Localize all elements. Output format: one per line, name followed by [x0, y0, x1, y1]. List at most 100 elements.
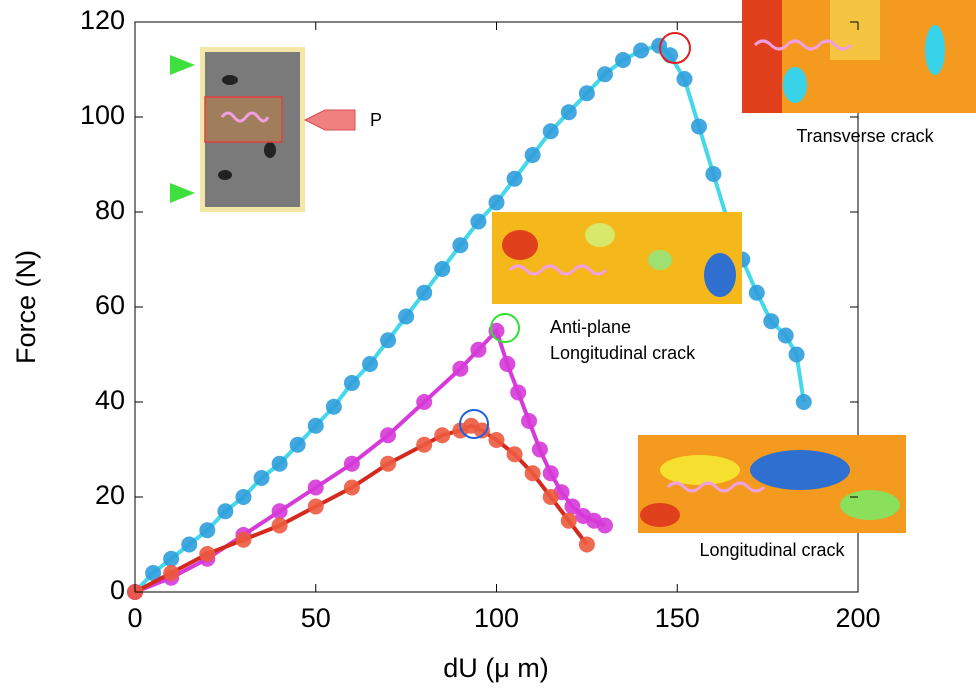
data-point [561, 104, 577, 120]
data-point [489, 432, 505, 448]
data-point [380, 427, 396, 443]
data-point [416, 285, 432, 301]
data-point [763, 313, 779, 329]
data-point [308, 418, 324, 434]
data-point [416, 437, 432, 453]
annotation: Longitudinal crack [550, 343, 696, 363]
data-point [597, 66, 613, 82]
data-point [344, 456, 360, 472]
y-tick-label: 0 [110, 575, 125, 605]
data-point [398, 309, 414, 325]
data-point [380, 332, 396, 348]
page: {"chart_data": {"type": "line", "x_label… [0, 0, 976, 697]
grain [704, 253, 736, 297]
arrow [170, 55, 195, 75]
data-point [532, 442, 548, 458]
grain [660, 455, 740, 485]
data-point [597, 518, 613, 534]
inset-transverse [660, 0, 976, 113]
data-point [561, 513, 577, 529]
data-point [344, 480, 360, 496]
data-point [470, 214, 486, 230]
data-point [543, 489, 559, 505]
annotation: P [370, 110, 382, 130]
y-tick-label: 80 [95, 195, 125, 225]
data-point [199, 522, 215, 538]
grain [830, 0, 880, 60]
data-point [290, 437, 306, 453]
data-point [796, 394, 812, 410]
data-point [235, 532, 251, 548]
grain [783, 67, 807, 103]
data-point [326, 399, 342, 415]
grain [585, 223, 615, 247]
data-point [434, 427, 450, 443]
data-point [579, 537, 595, 553]
data-point [217, 503, 233, 519]
data-point [272, 518, 288, 534]
chart: P Transverse crack Anti-plane Longitudin… [0, 0, 976, 697]
inset-image [492, 212, 742, 304]
data-point [525, 147, 541, 163]
data-point [499, 356, 515, 372]
data-point [199, 546, 215, 562]
data-point [676, 71, 692, 87]
annotation: Longitudinal crack [699, 540, 845, 560]
data-point [507, 446, 523, 462]
data-point [308, 480, 324, 496]
pore [218, 170, 232, 180]
x-tick-label: 100 [474, 603, 519, 633]
x-tick-label: 50 [301, 603, 331, 633]
data-point [272, 503, 288, 519]
data-point [163, 551, 179, 567]
data-point [521, 413, 537, 429]
data-point [510, 385, 526, 401]
data-point [778, 328, 794, 344]
data-point [181, 537, 197, 553]
data-point [308, 499, 324, 515]
y-tick-label: 120 [80, 5, 125, 35]
data-point [691, 119, 707, 135]
grain [840, 490, 900, 520]
data-point [579, 85, 595, 101]
y-tick-label: 100 [80, 100, 125, 130]
grain [640, 503, 680, 527]
y-tick-label: 20 [95, 480, 125, 510]
data-point [344, 375, 360, 391]
annotation: Transverse crack [796, 126, 934, 146]
data-point [749, 285, 765, 301]
data-point [235, 489, 251, 505]
arrow [305, 110, 355, 130]
annotation: Anti-plane [550, 317, 631, 337]
arrow [170, 183, 195, 203]
data-point [416, 394, 432, 410]
pore [264, 142, 276, 158]
y-tick-label: 60 [95, 290, 125, 320]
data-point [662, 47, 678, 63]
grain [742, 0, 782, 113]
data-point [507, 171, 523, 187]
pore [222, 75, 238, 85]
data-point [452, 237, 468, 253]
x-axis-label: dU (μ m) [443, 653, 549, 683]
x-tick-label: 200 [835, 603, 880, 633]
data-point [789, 347, 805, 363]
data-point [452, 361, 468, 377]
x-tick-label: 0 [127, 603, 142, 633]
data-point [633, 43, 649, 59]
data-point [525, 465, 541, 481]
data-point [489, 195, 505, 211]
y-axis-label: Force (N) [11, 250, 41, 364]
grain [750, 450, 850, 490]
data-point [543, 123, 559, 139]
inset-specimen [170, 47, 355, 212]
data-point [470, 342, 486, 358]
data-point [272, 456, 288, 472]
data-point [705, 166, 721, 182]
data-point [543, 465, 559, 481]
data-point [380, 456, 396, 472]
data-point [254, 470, 270, 486]
data-point [615, 52, 631, 68]
grain [648, 250, 672, 270]
x-tick-label: 150 [655, 603, 700, 633]
